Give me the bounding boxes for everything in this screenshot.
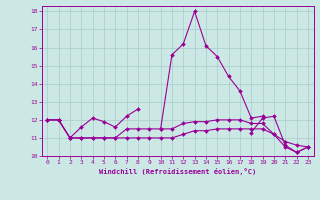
X-axis label: Windchill (Refroidissement éolien,°C): Windchill (Refroidissement éolien,°C) xyxy=(99,168,256,175)
